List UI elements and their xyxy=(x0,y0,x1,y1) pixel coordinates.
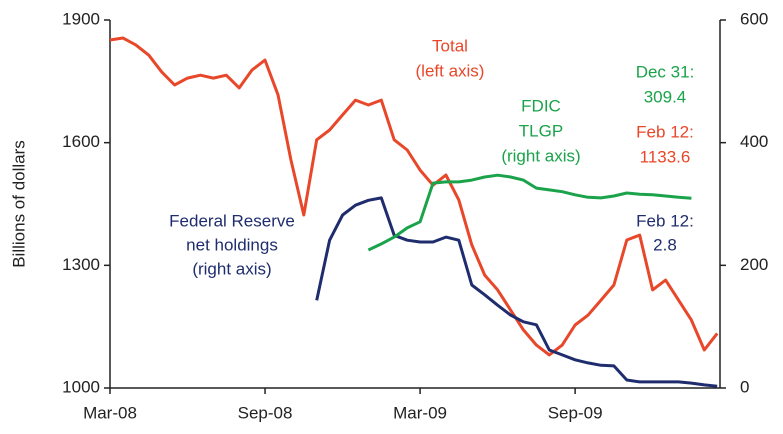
annotation: Total xyxy=(432,36,468,55)
y2-tick-label: 400 xyxy=(740,132,768,151)
y2-tick-label: 0 xyxy=(740,377,749,396)
series-line xyxy=(315,196,718,388)
annotation: 1133.6 xyxy=(640,147,691,166)
annotation: Dec 31: xyxy=(636,62,695,81)
annotation: (left axis) xyxy=(416,61,485,80)
y-tick-label: 1900 xyxy=(62,9,100,28)
x-tick-label: Mar-09 xyxy=(393,403,447,422)
y2-tick-label: 200 xyxy=(740,255,768,274)
annotation: Feb 12: xyxy=(636,122,694,141)
y2-tick-label: 600 xyxy=(740,9,768,28)
series-line xyxy=(109,36,719,357)
annotation: FDIC xyxy=(521,96,561,115)
annotation: 309.4 xyxy=(644,87,687,106)
annotation: Feb 12: xyxy=(636,211,694,230)
annotation: 2.8 xyxy=(653,235,677,254)
x-tick-label: Sep-09 xyxy=(548,403,603,422)
x-tick-label: Sep-08 xyxy=(238,403,293,422)
annotation: TLGP xyxy=(519,121,563,140)
y-tick-label: 1600 xyxy=(62,132,100,151)
series-line xyxy=(367,173,692,252)
y-tick-label: 1300 xyxy=(62,255,100,274)
annotation: net holdings xyxy=(186,235,278,254)
y-tick-label: 1000 xyxy=(62,377,100,396)
annotation: (right axis) xyxy=(192,259,271,278)
x-tick-label: Mar-08 xyxy=(83,403,137,422)
annotation: (right axis) xyxy=(501,146,580,165)
y-axis-label: Billions of dollars xyxy=(9,140,28,268)
annotation: Federal Reserve xyxy=(169,211,295,230)
